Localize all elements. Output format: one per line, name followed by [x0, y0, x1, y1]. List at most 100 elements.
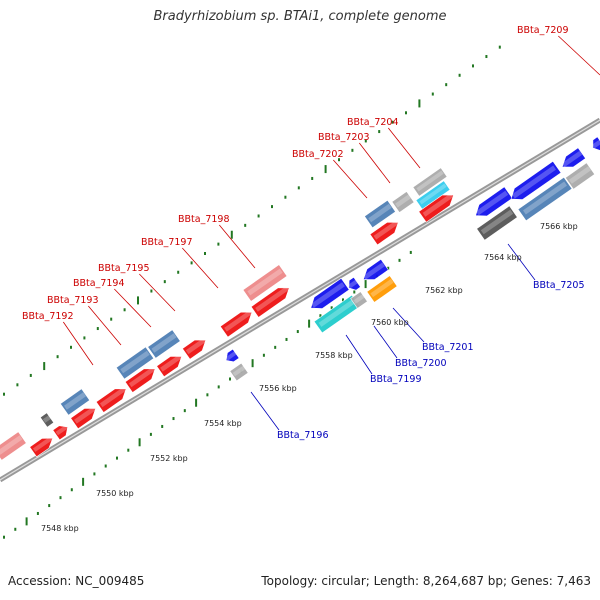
lower-tick — [82, 477, 85, 486]
gene-label-top: BBta_7194 — [73, 278, 125, 289]
upper-tick — [458, 73, 461, 77]
gene-feature-red — [219, 311, 253, 338]
gene-label-bottom: BBta_7200 — [395, 358, 447, 369]
lower-tick — [330, 306, 333, 310]
gene-feature-orange — [366, 275, 398, 303]
gene-feature-blue — [510, 160, 562, 200]
gene-feature-blue-sheen — [311, 282, 345, 308]
upper-tick — [391, 120, 394, 124]
gene-feature-blue-gray — [147, 329, 181, 359]
gene-feature-red-sheen — [55, 424, 69, 436]
gene-feature-blue — [225, 348, 240, 363]
leader-line-top — [114, 288, 152, 328]
gene-feature-gray-sheen — [353, 294, 365, 304]
ruler-label: 7566 kbp — [540, 222, 578, 231]
gene-feature-gray-sheen — [569, 166, 591, 184]
genome-title: Bradyrhizobium sp. BTAi1, complete genom… — [153, 9, 447, 24]
upper-tick — [338, 158, 340, 162]
lower-tick — [183, 409, 186, 413]
gene-feature-dark-gray-sheen — [480, 209, 514, 235]
upper-tick — [445, 83, 448, 87]
lower-tick — [25, 517, 28, 526]
upper-tick — [378, 130, 381, 134]
gene-label-top: BBta_7203 — [318, 132, 370, 143]
gene-labels: BBta_7192 BBta_7193 BBta_7194 BBta_7195 BBta… — [22, 25, 585, 441]
lower-tick — [127, 448, 130, 452]
ruler-label: 7562 kbp — [425, 286, 463, 295]
lower-tick — [319, 314, 322, 318]
lower-tick — [172, 417, 175, 421]
gene-feature-blue — [362, 258, 389, 280]
ruler-label: 7550 kbp — [96, 489, 134, 498]
leader-line-bottom — [507, 243, 536, 281]
gene-label-top: BBta_7192 — [22, 311, 74, 322]
lower-tick — [387, 266, 390, 270]
ruler-label: 7548 kbp — [41, 524, 79, 533]
lower-tick — [342, 298, 344, 302]
gene-feature-red — [369, 221, 399, 246]
leader-line-top — [388, 127, 421, 169]
gene-label-bottom: BBta_7196 — [277, 430, 329, 441]
gene-feature-cyan-sheen — [318, 299, 356, 327]
gene-feature-dark-gray — [476, 205, 518, 241]
gene-feature-dark-gray-sheen — [42, 415, 52, 423]
upper-tick — [204, 252, 206, 255]
gene-feature-light-cyan — [415, 180, 451, 210]
gene-label-top: BBta_7197 — [141, 237, 193, 248]
ruler-label: 7564 kbp — [484, 253, 522, 262]
upper-tick — [324, 165, 327, 174]
gene-feature-blue-sheen — [592, 139, 600, 149]
upper-tick — [271, 205, 273, 209]
genome-backbone — [0, 117, 600, 483]
leader-line-top — [62, 321, 94, 366]
upper-tick — [244, 223, 247, 227]
gene-feature-blue-gray — [115, 346, 155, 380]
gene-feature-red-sheen — [255, 286, 289, 312]
upper-tick — [163, 280, 166, 284]
leader-line-bottom — [373, 325, 398, 359]
gene-feature-blue-sheen — [225, 351, 237, 361]
gene-feature-pink — [0, 431, 27, 461]
ruler-label: 7554 kbp — [204, 419, 242, 428]
gene-feature-red-sheen — [224, 310, 252, 332]
lower-tick — [195, 398, 198, 407]
upper-tick — [485, 55, 488, 59]
upper-tick — [56, 355, 59, 359]
gene-label-top: BBta_7204 — [347, 117, 399, 128]
gene-feature-red-sheen — [99, 386, 127, 408]
gene-feature-blue — [561, 147, 587, 168]
gene-feature-red — [70, 408, 97, 430]
gene-feature-blue-sheen — [561, 150, 583, 168]
gene-feature-pink-sheen — [247, 268, 283, 296]
upper-tick — [70, 345, 72, 349]
upper-tick — [16, 383, 19, 387]
gene-feature-red-sheen — [74, 406, 96, 424]
lower-tick — [161, 424, 164, 428]
gene-feature-red — [29, 437, 54, 458]
gene-feature-blue-gray — [59, 388, 91, 416]
gene-feature-blue-sheen — [348, 279, 358, 289]
gene-feature-blue — [592, 136, 600, 151]
lower-tick — [285, 337, 288, 341]
gene-features — [0, 136, 600, 461]
lower-tick — [308, 319, 311, 328]
gene-feature-red — [250, 287, 290, 318]
lower-tick — [217, 385, 220, 389]
lower-tick — [398, 258, 401, 262]
upper-tick — [257, 214, 260, 218]
leader-line-bottom — [250, 391, 280, 431]
gene-feature-orange-sheen — [370, 278, 394, 298]
upper-tick — [110, 317, 113, 321]
gene-feature-red — [418, 194, 455, 223]
upper-tick — [150, 289, 153, 293]
gene-feature-gray — [229, 362, 249, 382]
gene-feature-pink — [242, 264, 288, 302]
upper-tick — [472, 64, 474, 68]
lower-tick — [59, 496, 62, 500]
gene-label-top: BBta_7195 — [98, 263, 150, 274]
gene-label-top: BBta_7209 — [517, 25, 569, 36]
ruler-label: 7558 kbp — [315, 351, 353, 360]
leader-line-top — [219, 224, 256, 269]
gene-feature-blue-gray-sheen — [523, 181, 567, 215]
gene-feature-gray — [564, 162, 596, 190]
